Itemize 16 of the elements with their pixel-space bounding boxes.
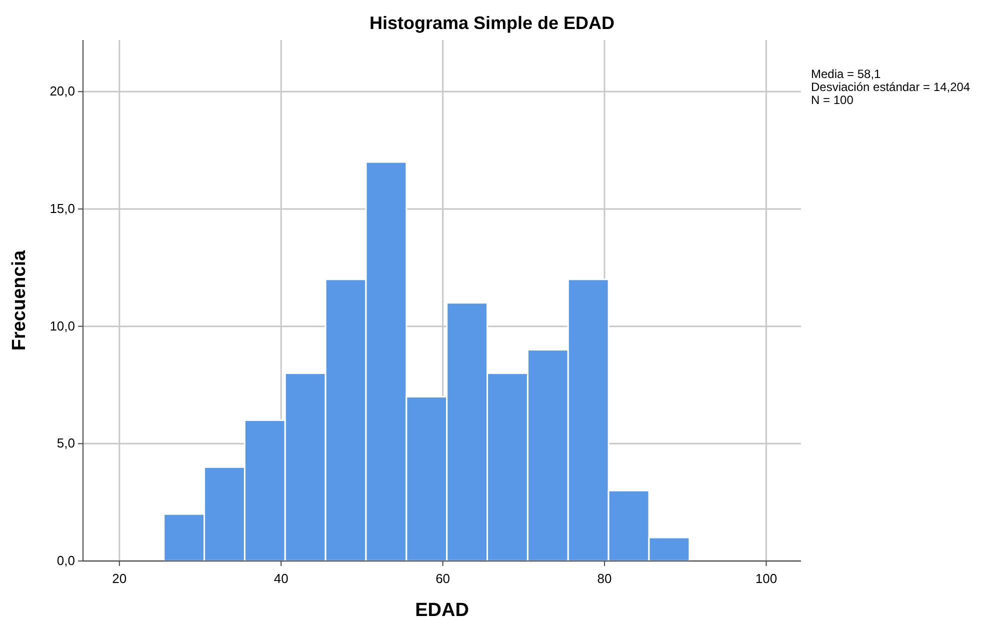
text: N = 100	[811, 93, 854, 107]
y-tick-label: 5,0	[56, 436, 75, 451]
chart-title: Histograma Simple de EDAD	[369, 13, 615, 33]
x-tick-label: 80	[597, 571, 612, 586]
x-axis-title: EDAD	[415, 600, 469, 621]
text: Desviación estándar = 14,204	[811, 80, 970, 94]
y-axis-title: Frecuencia	[9, 250, 30, 351]
text: Media = 58,1	[811, 67, 882, 81]
x-tick-label: 40	[274, 571, 288, 586]
y-tick-label: 20,0	[50, 84, 75, 99]
y-tick-label: 15,0	[50, 200, 75, 216]
x-tick-label: 20	[112, 571, 127, 586]
y-tick-label: 0,0	[56, 553, 75, 568]
x-tick-label: 60	[436, 571, 450, 586]
y-tick-label: 10,0	[50, 318, 75, 334]
x-tick-label: 100	[755, 571, 778, 586]
